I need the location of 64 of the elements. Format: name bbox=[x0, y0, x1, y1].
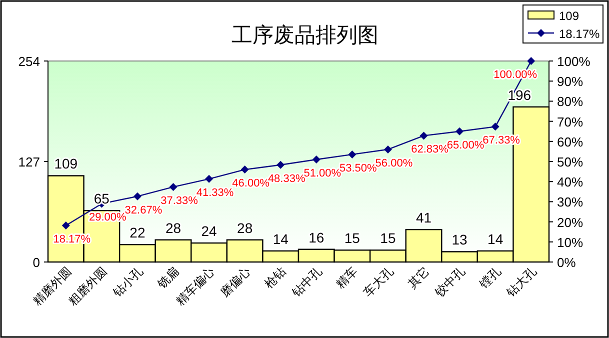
y2-tick-label: 40% bbox=[557, 174, 584, 190]
data-label: 62.83% bbox=[411, 144, 449, 156]
data-label: 51.00% bbox=[304, 167, 342, 180]
data-label: 53.50% bbox=[340, 162, 378, 174]
point bbox=[240, 166, 249, 174]
data-label: 28 bbox=[237, 220, 253, 236]
y-tick-label: 254 bbox=[18, 54, 40, 69]
y2-tick-label: 20% bbox=[557, 214, 584, 230]
point bbox=[527, 57, 536, 65]
data-label: 56.00% bbox=[375, 157, 413, 170]
y2-tick-label: 80% bbox=[557, 94, 584, 110]
legend-label: 109 bbox=[559, 9, 580, 23]
x-tick-label: 钻小孔 bbox=[110, 264, 146, 300]
data-label: 65.00% bbox=[446, 139, 484, 152]
chart-title: 工序废品排列图 bbox=[232, 24, 378, 47]
y2-tick-label: 100% bbox=[557, 54, 591, 69]
x-tick-label: 磨偏心 bbox=[218, 264, 253, 300]
x-tick-label: 钻中孔 bbox=[288, 264, 325, 300]
data-label: 41 bbox=[416, 210, 432, 226]
data-label: 46.00% bbox=[232, 178, 270, 190]
data-label: 65 bbox=[94, 190, 110, 207]
x-tick-label: 精车 bbox=[333, 264, 360, 292]
y2-tick-label: 50% bbox=[557, 154, 584, 170]
x-tick-label: 车大孔 bbox=[360, 264, 396, 300]
data-label: 15 bbox=[380, 230, 396, 246]
y-tick-label: 0 bbox=[32, 255, 40, 270]
data-label: 14 bbox=[272, 230, 289, 247]
data-label: 48.33% bbox=[268, 172, 306, 185]
point bbox=[491, 122, 500, 131]
x-tick-label: 枪钻 bbox=[262, 264, 289, 292]
point bbox=[205, 174, 214, 183]
data-label: 13 bbox=[452, 232, 468, 248]
y2-tick-label: 30% bbox=[557, 194, 584, 210]
point bbox=[276, 160, 285, 169]
y2-tick-label: 0% bbox=[557, 255, 576, 270]
x-tick-label: 镗孔 bbox=[476, 264, 504, 292]
x-tick-label: 钻大孔 bbox=[503, 264, 540, 300]
point bbox=[169, 182, 178, 191]
point bbox=[62, 221, 70, 230]
y2-tick-label: 70% bbox=[557, 114, 584, 130]
data-label: 37.33% bbox=[160, 194, 198, 207]
point bbox=[133, 192, 142, 200]
data-label: 32.67% bbox=[124, 204, 162, 216]
y2-tick-label: 10% bbox=[557, 234, 584, 250]
point bbox=[348, 150, 356, 158]
y2-tick-label: 90% bbox=[557, 74, 584, 90]
data-label: 14 bbox=[488, 230, 504, 247]
data-label: 22 bbox=[130, 224, 146, 241]
data-label: 28 bbox=[165, 220, 182, 236]
y-tick-label: 127 bbox=[18, 154, 40, 170]
data-label: 24 bbox=[201, 223, 218, 240]
y2-tick-label: 60% bbox=[557, 134, 584, 150]
data-label: 41.33% bbox=[196, 186, 234, 199]
point bbox=[456, 127, 464, 136]
legend-label: 18.17% bbox=[559, 27, 600, 41]
data-label: 109 bbox=[54, 156, 78, 172]
x-tick-label: 其它 bbox=[405, 264, 432, 292]
point bbox=[420, 132, 428, 140]
x-tick-label: 铣扁 bbox=[154, 264, 182, 292]
point bbox=[312, 155, 320, 164]
data-label: 16 bbox=[308, 229, 324, 246]
x-tick-label: 铰中孔 bbox=[432, 264, 468, 300]
point bbox=[384, 145, 392, 154]
data-label: 15 bbox=[344, 230, 360, 246]
